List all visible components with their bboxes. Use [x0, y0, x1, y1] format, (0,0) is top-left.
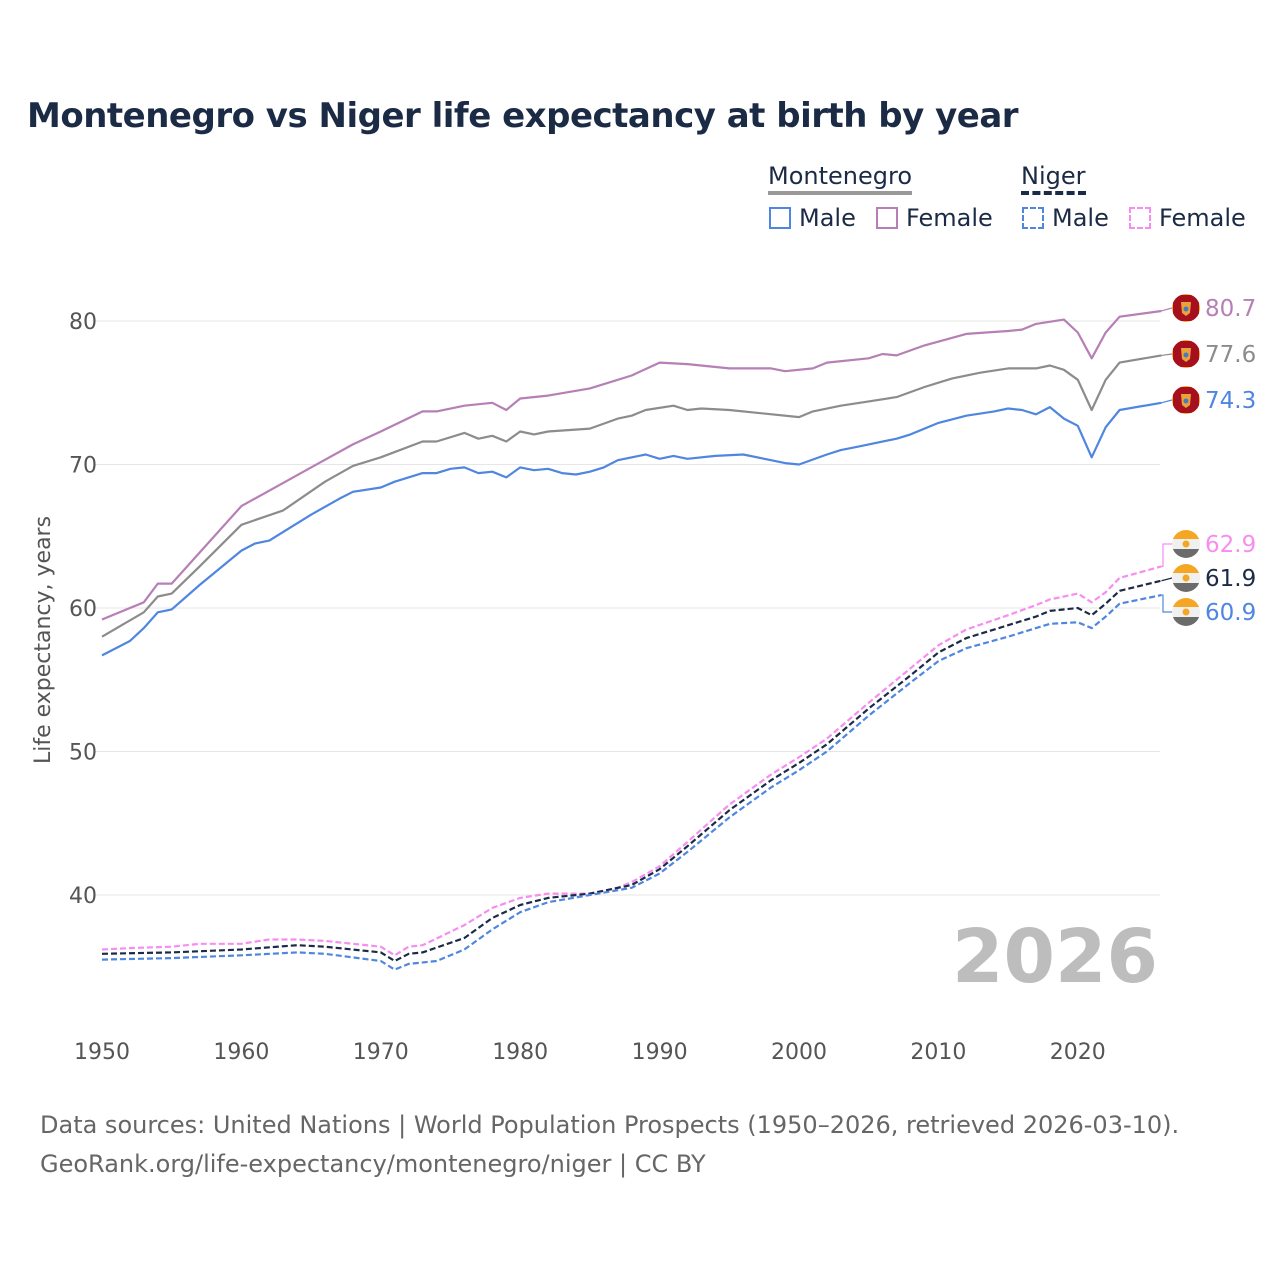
year-watermark: 2026 — [952, 914, 1158, 1000]
end-value-label: 74.3 — [1205, 388, 1256, 414]
legend-swatch-niger-female — [1129, 207, 1151, 229]
legend-group-montenegro: Montenegro — [768, 162, 913, 195]
flag-stripe-white — [1172, 573, 1200, 583]
end-value-label: 80.7 — [1205, 296, 1256, 322]
y-tick-label: 60 — [69, 597, 97, 622]
flag-fill — [1172, 386, 1200, 414]
legend-label-montenegro-female: Female — [906, 204, 993, 232]
label-connector — [1161, 594, 1172, 613]
flag-fill — [1172, 530, 1200, 558]
flag-stripe-white — [1172, 539, 1200, 549]
end-value-label: 60.9 — [1205, 600, 1256, 626]
flag-fill — [1172, 598, 1200, 626]
montenegro-flag-icon — [1172, 294, 1200, 322]
flag-sun — [1182, 608, 1190, 616]
source-line-1: Data sources: United Nations | World Pop… — [40, 1111, 1180, 1139]
flag-field — [1173, 295, 1199, 321]
flag-fill — [1172, 564, 1200, 592]
label-connector — [1161, 577, 1173, 582]
flag-stripe-green — [1172, 549, 1200, 558]
flag-border — [1172, 294, 1200, 322]
flag-eagle — [1181, 302, 1191, 316]
flag-eagle — [1181, 394, 1191, 408]
source-line-2: GeoRank.org/life-expectancy/montenegro/n… — [40, 1150, 706, 1178]
niger-flag-icon — [1172, 598, 1200, 626]
montenegro-flag-icon — [1172, 340, 1200, 368]
series-line-montenegro-male — [101, 401, 1162, 657]
flag-stripe-white — [1172, 607, 1200, 617]
x-tick-label: 1990 — [632, 1040, 688, 1065]
end-value-label: 61.9 — [1205, 566, 1256, 592]
y-tick-label: 70 — [69, 454, 97, 479]
label-connector — [1161, 543, 1172, 567]
niger-flag-icon — [1172, 530, 1200, 558]
flag-shield — [1183, 306, 1189, 312]
label-connector — [1161, 353, 1173, 357]
flag-stripe-orange — [1172, 598, 1200, 607]
x-tick-label: 2000 — [771, 1040, 827, 1065]
series-line-montenegro-total — [101, 354, 1162, 638]
flag-stripe-green — [1172, 583, 1200, 592]
legend-label-niger-female: Female — [1159, 204, 1246, 232]
flag-sun — [1182, 574, 1190, 582]
flag-shield — [1183, 398, 1189, 404]
flag-shield — [1183, 352, 1189, 358]
flag-sun — [1182, 540, 1190, 548]
series-line-niger-female — [101, 565, 1162, 957]
chart-title: Montenegro vs Niger life expectancy at b… — [27, 96, 1019, 136]
y-tick-label: 40 — [69, 884, 97, 909]
series-line-montenegro-female — [101, 309, 1162, 621]
legend-label-montenegro-male: Male — [799, 204, 856, 232]
end-value-label: 77.6 — [1205, 342, 1256, 368]
flag-stripe-orange — [1172, 530, 1200, 539]
x-tick-label: 1980 — [492, 1040, 548, 1065]
x-tick-label: 2010 — [910, 1040, 966, 1065]
series-line-niger-male — [101, 594, 1162, 971]
x-tick-label: 1960 — [213, 1040, 269, 1065]
legend-group-niger: Niger — [1021, 162, 1086, 195]
end-value-label: 62.9 — [1205, 532, 1256, 558]
flag-fill — [1172, 294, 1200, 322]
flag-stripe-orange — [1172, 564, 1200, 573]
x-tick-label: 2020 — [1050, 1040, 1106, 1065]
flag-border — [1172, 386, 1200, 414]
legend-label-niger-male: Male — [1052, 204, 1109, 232]
montenegro-flag-icon — [1172, 386, 1200, 414]
flag-field — [1173, 387, 1199, 413]
y-tick-label: 80 — [69, 310, 97, 335]
legend-swatch-niger-male — [1022, 207, 1044, 229]
niger-flag-icon — [1172, 564, 1200, 592]
source-note: Data sources: United Nations | World Pop… — [40, 1106, 1179, 1184]
legend-swatch-montenegro-male — [769, 207, 791, 229]
flag-border — [1172, 340, 1200, 368]
label-connector — [1161, 307, 1173, 312]
series-line-niger-total — [101, 579, 1162, 963]
flag-field — [1173, 341, 1199, 367]
flag-eagle — [1181, 348, 1191, 362]
y-tick-label: 50 — [69, 741, 97, 766]
x-tick-label: 1970 — [353, 1040, 409, 1065]
y-axis-label: Life expectancy, years — [31, 516, 56, 764]
label-connector — [1161, 399, 1173, 404]
flag-stripe-green — [1172, 617, 1200, 626]
flag-fill — [1172, 340, 1200, 368]
legend-swatch-montenegro-female — [876, 207, 898, 229]
x-tick-label: 1950 — [74, 1040, 130, 1065]
